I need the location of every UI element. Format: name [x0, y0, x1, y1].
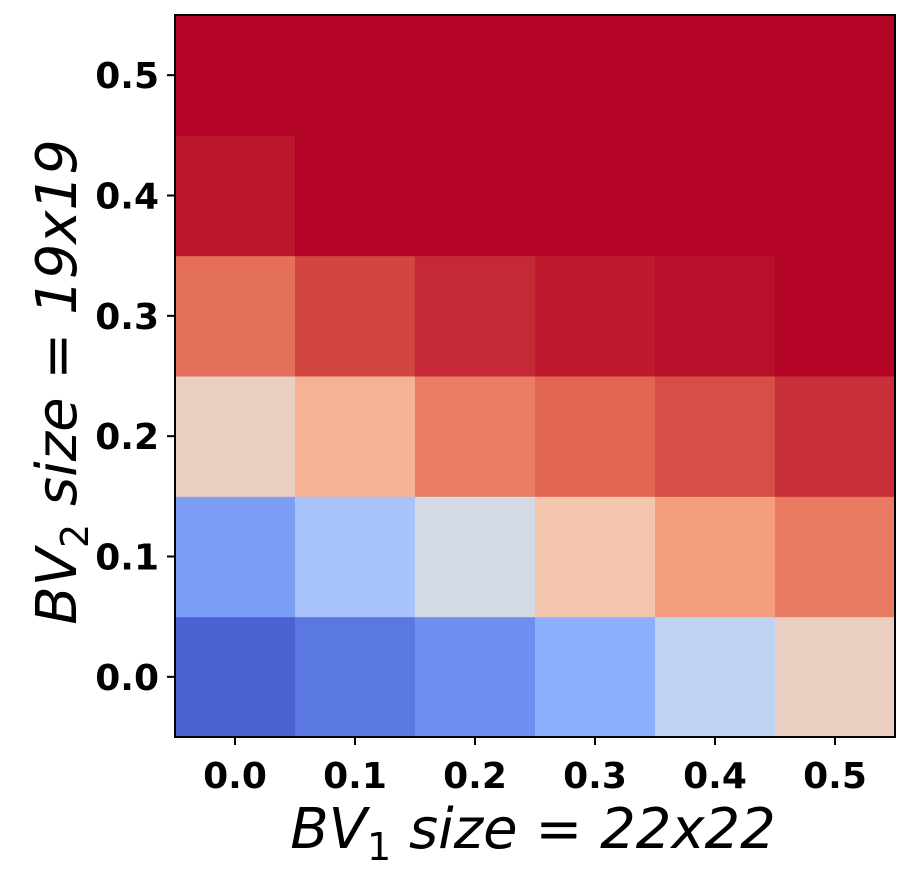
heatmap-cell [175, 135, 296, 257]
y-tick-label: 0.1 [95, 538, 159, 579]
y-tick-label: 0.0 [95, 658, 159, 699]
heatmap-cell [415, 135, 536, 257]
heatmap-cell [295, 496, 416, 618]
y-axis-ticks: 0.0 0.1 0.2 0.3 0.4 0.5 [95, 56, 175, 699]
heatmap-cell [415, 616, 536, 738]
heatmap-cell [535, 15, 656, 136]
heatmap-cell [775, 15, 896, 136]
heatmap-cell [415, 496, 536, 618]
y-tick-label: 0.5 [95, 56, 159, 97]
heatmap-cell [775, 616, 896, 738]
x-tick-label: 0.0 [203, 756, 267, 797]
y-tick-label: 0.2 [95, 417, 159, 458]
heatmap-cell [415, 376, 536, 497]
heatmap-cells [175, 15, 896, 738]
heatmap-cell [295, 15, 416, 136]
heatmap-cell [655, 135, 776, 257]
heatmap-cell [655, 15, 776, 136]
heatmap-cell [175, 616, 296, 738]
heatmap-cell [655, 255, 776, 377]
x-tick-label: 0.2 [443, 756, 507, 797]
heatmap-cell [775, 496, 896, 618]
heatmap-cell [535, 376, 656, 497]
heatmap-cell [535, 616, 656, 738]
x-tick-label: 0.5 [803, 756, 867, 797]
heatmap-cell [775, 376, 896, 497]
x-tick-label: 0.4 [683, 756, 747, 797]
x-tick-label: 0.1 [323, 756, 387, 797]
y-tick-label: 0.4 [95, 177, 159, 218]
heatmap-cell [295, 255, 416, 377]
heatmap-cell [775, 135, 896, 257]
heatmap-cell [295, 135, 416, 257]
heatmap-cell [655, 496, 776, 618]
x-axis-ticks: 0.0 0.1 0.2 0.3 0.4 0.5 [203, 737, 867, 797]
heatmap-cell [175, 496, 296, 618]
heatmap-cell [535, 135, 656, 257]
heatmap-cell [775, 255, 896, 377]
heatmap-cell [175, 255, 296, 377]
plot-frame [174, 14, 896, 738]
y-tick-label: 0.3 [95, 297, 159, 338]
heatmap-cell [175, 376, 296, 497]
heatmap-cell [295, 376, 416, 497]
x-axis-label: BV1 size = 22x22 [290, 797, 775, 869]
heatmap-cell [295, 616, 416, 738]
heatmap-cell [535, 255, 656, 377]
heatmap-cell [655, 616, 776, 738]
heatmap-cell [415, 255, 536, 377]
heatmap-cell [655, 376, 776, 497]
heatmap-cell [415, 15, 536, 136]
heatmap-cell [175, 15, 296, 136]
heatmap-cell [535, 496, 656, 618]
x-tick-label: 0.3 [563, 756, 627, 797]
y-axis-label: BV2 size = 19x19 [25, 139, 97, 624]
